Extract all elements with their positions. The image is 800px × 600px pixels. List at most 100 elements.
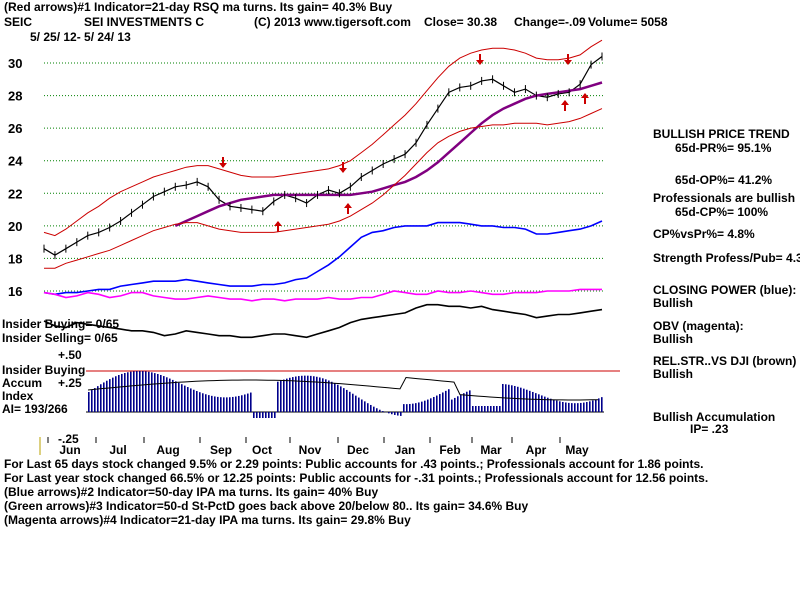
accum-bar [199, 392, 201, 412]
month-label: Apr [526, 443, 547, 457]
accum-bar [586, 402, 588, 412]
accum-bar [109, 379, 111, 412]
accum-bar [325, 379, 327, 412]
accum-bar [172, 379, 174, 412]
accum-bar [394, 412, 396, 415]
accum-bar [259, 412, 261, 418]
accum-bar [280, 380, 282, 412]
pros-bullish: Professionals are bullish [653, 191, 796, 205]
grid-lines [44, 62, 605, 292]
accum-bar [409, 403, 411, 412]
strength-ratio: Strength Profess/Pub= 4.3 [653, 251, 800, 265]
price-line [43, 56, 603, 256]
accum-bar [547, 397, 549, 412]
obv-status: Bullish [653, 332, 694, 346]
accum-bar [97, 386, 99, 412]
month-label: Sep [210, 443, 232, 457]
accumulation-index-panel [86, 370, 620, 418]
closing-power-label: CLOSING POWER (blue): [653, 283, 797, 297]
accum-bar [148, 371, 150, 412]
change-value: Change=-.09 [514, 15, 586, 29]
accum-bar [250, 392, 252, 412]
accum-bar [391, 412, 393, 415]
obv-label: OBV (magenta): [653, 319, 744, 333]
relstr-line [43, 303, 603, 339]
red-arrow-head [274, 221, 282, 226]
accum-bar [358, 397, 360, 412]
accum-bar [343, 388, 345, 412]
accum-bar [157, 373, 159, 412]
accum-bar [577, 403, 579, 412]
red-arrow-head [564, 60, 572, 65]
accum-bar [367, 403, 369, 412]
accum-bar [466, 391, 468, 412]
accum-bar [490, 406, 492, 412]
accum-bar [412, 403, 414, 412]
accum-bar [451, 399, 453, 412]
accum-bar [286, 378, 288, 412]
accum-bar [292, 377, 294, 412]
accum-bar [283, 379, 285, 412]
accum-bar [187, 387, 189, 412]
y-tick-label: 20 [8, 219, 22, 234]
accum-bar [160, 374, 162, 412]
accum-bar [568, 402, 570, 412]
accum-bar [478, 406, 480, 412]
red-arrow-head [344, 203, 352, 208]
accum-bar [433, 396, 435, 412]
accum-bar [130, 371, 132, 412]
red-arrow-head [219, 163, 227, 168]
accum-bar [169, 378, 171, 412]
accum-bar [553, 399, 555, 412]
series-lines [43, 39, 603, 339]
accum-bar [121, 373, 123, 412]
accum-bar [352, 393, 354, 412]
accum-plus25: +.25 [58, 376, 82, 390]
accum-bar [319, 377, 321, 412]
accum-bar [460, 394, 462, 412]
accum-bar [184, 385, 186, 412]
accum-label-index: Index [2, 389, 34, 403]
accum-bar [196, 391, 198, 412]
ma50-line [174, 81, 603, 228]
accum-bar [316, 376, 318, 412]
accum-bar [220, 397, 222, 412]
cp-value: 65d-CP%= 100% [675, 205, 769, 219]
accum-bar [415, 403, 417, 412]
upper-band-line [43, 39, 603, 237]
accum-bar [139, 370, 141, 412]
pr-value: 65d-PR%= 95.1% [675, 141, 772, 155]
accum-bar [487, 406, 489, 412]
accum-bar [526, 389, 528, 412]
accum-bar [373, 406, 375, 412]
accum-bar [364, 401, 366, 412]
accum-bar [430, 398, 432, 412]
y-tick-label: 22 [8, 186, 22, 201]
accum-bar [106, 380, 108, 412]
accum-bar [214, 396, 216, 412]
indicator-1-line: (Red arrows)#1 Indicator=21-day RSQ ma t… [4, 0, 393, 14]
month-label: Aug [156, 443, 179, 457]
month-label: May [565, 443, 589, 457]
x-axis: Jun Jul Aug Sep Oct Nov Dec Jan Feb Mar Apr May [39, 437, 589, 457]
accum-bar [208, 395, 210, 412]
accum-bar [247, 393, 249, 412]
accum-bar [481, 406, 483, 412]
month-label: Jun [59, 443, 80, 457]
y-tick-label: 18 [8, 251, 22, 266]
indicator-4-line: (Magenta arrows)#4 Indicator=21-day IPA … [4, 513, 411, 527]
accum-bar [277, 381, 279, 412]
month-label: Nov [299, 443, 322, 457]
cp-vs-pr: CP%vsPr%= 4.8% [653, 227, 755, 241]
footer-65day: For Last 65 days stock changed 9.5% or 2… [4, 457, 704, 471]
accum-bar [124, 373, 126, 412]
accum-bar [301, 375, 303, 412]
volume-value: Volume= 5058 [588, 15, 668, 29]
accum-bar [574, 403, 576, 412]
accum-bar [241, 395, 243, 412]
accum-bar [133, 371, 135, 412]
accum-bar [223, 397, 225, 412]
accum-bar [151, 372, 153, 412]
accum-bar [193, 389, 195, 412]
accum-bar [529, 390, 531, 412]
